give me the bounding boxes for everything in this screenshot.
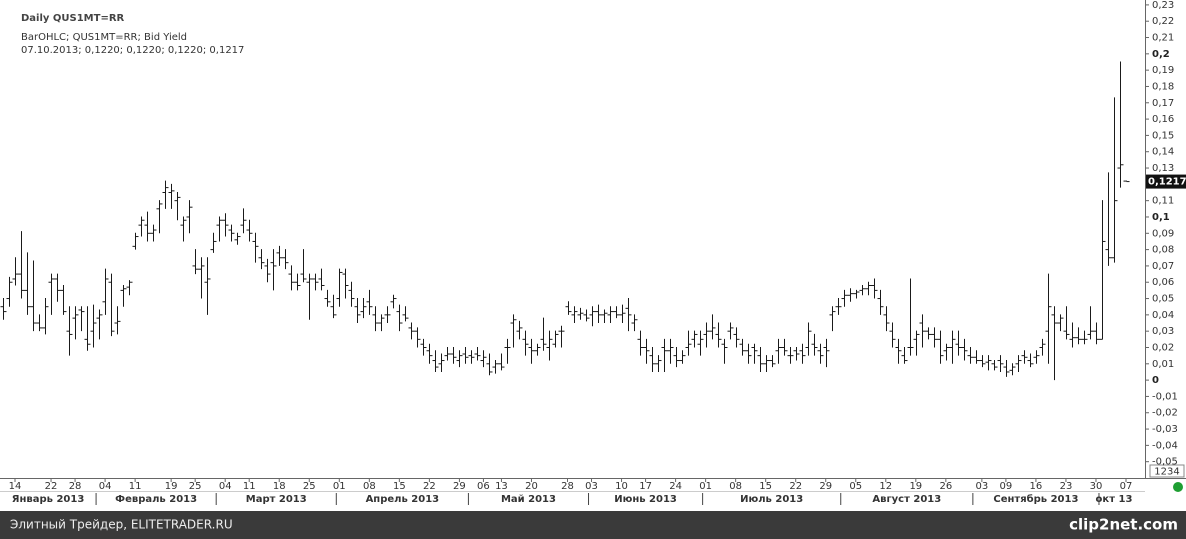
month-label: Май 2013: [501, 494, 556, 505]
x-tick-label: 22: [789, 481, 802, 492]
y-tick-label: 0,14: [1152, 147, 1174, 158]
x-tick-label: 08: [363, 481, 376, 492]
x-tick-label: 11: [243, 481, 256, 492]
month-label: Сентябрь 2013: [993, 493, 1078, 505]
footer-source: Элитный Трейдер, ELITETRADER.RU: [10, 518, 233, 532]
x-tick-label: 15: [759, 481, 772, 492]
month-label: окт 13: [1096, 494, 1133, 505]
x-tick-label: 28: [69, 481, 82, 492]
month-label: Июль 2013: [740, 494, 803, 505]
scale-box: [1149, 464, 1185, 478]
x-tick-label: 01: [699, 481, 712, 492]
y-tick-label: 0,07: [1152, 261, 1174, 272]
y-tick-label: 0,15: [1152, 130, 1174, 141]
footer-logo: clip2net.com: [1069, 516, 1178, 534]
y-tick-label: 0,01: [1152, 359, 1174, 370]
x-tick-label: 14: [9, 481, 22, 492]
x-tick-label: 19: [165, 481, 178, 492]
x-tick-label: 12: [879, 481, 892, 492]
x-tick-label: 24: [669, 481, 682, 492]
x-tick-label: 15: [393, 481, 406, 492]
last-bar-text: 07.10.2013; 0,1220; 0,1220; 0,1220; 0,12…: [21, 45, 244, 56]
y-tick-label: 0,09: [1152, 228, 1174, 239]
x-tick-label: 29: [453, 481, 466, 492]
x-tick-label: 11: [129, 481, 142, 492]
status-dot: [1173, 482, 1183, 492]
x-tick-label: 23: [1060, 481, 1073, 492]
last-value-box: [1146, 174, 1186, 189]
y-tick-label: 0,18: [1152, 81, 1174, 92]
x-tick-label: 26: [939, 481, 952, 492]
y-tick-label: 0: [1152, 375, 1159, 386]
y-tick-label: 0,02: [1152, 342, 1174, 353]
y-tick-label: 0,05: [1152, 294, 1174, 305]
y-tick-label: 0,21: [1152, 33, 1174, 44]
x-tick-label: 01: [333, 481, 346, 492]
y-tick-label: 0,22: [1152, 16, 1174, 27]
y-tick-label: 0,17: [1152, 98, 1174, 109]
y-tick-label: -0,05: [1152, 457, 1178, 468]
x-tick-label: 25: [189, 481, 202, 492]
month-label: Март 2013: [246, 494, 307, 505]
x-tick-label: 06: [477, 481, 490, 492]
x-tick-label: 22: [45, 481, 58, 492]
x-tick-label: 09: [1000, 481, 1013, 492]
y-tick-label: 0,03: [1152, 326, 1174, 337]
x-tick-label: 07: [1120, 481, 1133, 492]
y-tick-label: 0,06: [1152, 277, 1174, 288]
x-tick-label: 20: [525, 481, 538, 492]
month-label: Февраль 2013: [115, 494, 197, 505]
y-tick-label: 0,04: [1152, 310, 1174, 321]
x-tick-label: 19: [909, 481, 922, 492]
scale-box-text: 1234: [1154, 467, 1179, 478]
y-tick-label: -0,04: [1152, 440, 1178, 451]
x-tick-label: 03: [976, 481, 989, 492]
y-tick-label: -0,03: [1152, 424, 1178, 435]
x-tick-label: 03: [585, 481, 598, 492]
x-tick-label: 18: [273, 481, 286, 492]
month-label: Июнь 2013: [614, 494, 677, 505]
y-tick-label: 0,19: [1152, 65, 1174, 76]
x-tick-label: 16: [1030, 481, 1043, 492]
footer-bar: [0, 511, 1186, 539]
chart-title: Daily QUS1MT=RR: [21, 13, 125, 24]
x-tick-label: 13: [495, 481, 508, 492]
x-tick-label: 25: [303, 481, 316, 492]
x-tick-label: 17: [639, 481, 652, 492]
x-tick-label: 05: [849, 481, 862, 492]
y-tick-label: 0,1: [1152, 212, 1170, 223]
y-tick-label: 0,16: [1152, 114, 1174, 125]
y-tick-label: -0,01: [1152, 391, 1178, 402]
y-tick-label: 0,13: [1152, 163, 1174, 174]
x-tick-label: 22: [423, 481, 436, 492]
x-tick-label: 29: [819, 481, 832, 492]
last-value-label: 0,1217: [1148, 177, 1186, 188]
y-tick-label: 0,11: [1152, 196, 1174, 207]
month-label: Апрель 2013: [366, 494, 440, 505]
x-tick-label: 28: [561, 481, 574, 492]
x-tick-label: 08: [729, 481, 742, 492]
y-tick-label: -0,02: [1152, 408, 1178, 419]
plot: 0,23 0,22 0,21 0,2 0,19 0,18 0,17 0,16 0,15 0,14 0…: [0, 0, 1186, 505]
month-label: Январь 2013: [12, 494, 85, 505]
month-label: Август 2013: [872, 494, 941, 505]
x-tick-label: 04: [219, 481, 232, 492]
x-tick-label: 04: [99, 481, 112, 492]
chart-subtitle: BarOHLC; QUS1MT=RR; Bid Yield: [21, 32, 187, 43]
y-tick-label: 0,23: [1152, 0, 1174, 11]
x-tick-label: 30: [1090, 481, 1103, 492]
y-tick-label: 0,2: [1152, 49, 1170, 60]
x-tick-label: 10: [615, 481, 628, 492]
y-tick-label: 0,08: [1152, 245, 1174, 256]
